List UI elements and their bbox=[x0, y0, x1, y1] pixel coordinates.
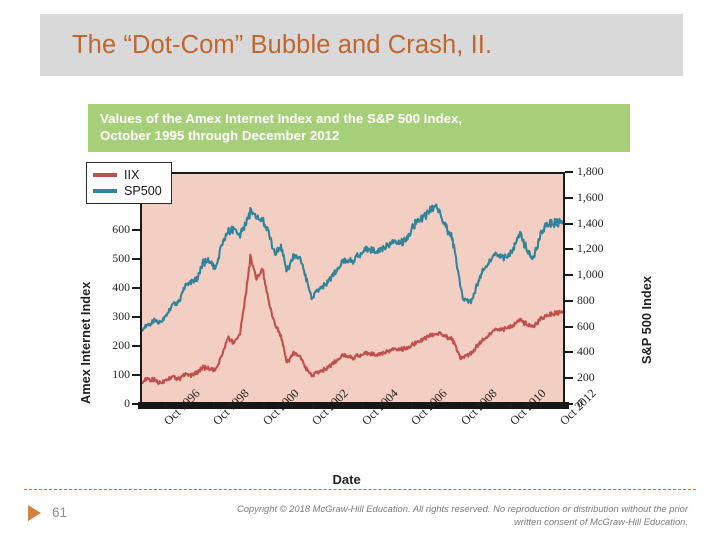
y-tick-label-left: 300 bbox=[112, 309, 130, 323]
page-title: The “Dot-Com” Bubble and Crash, II. bbox=[72, 30, 493, 59]
y-tick-label-right: 1,800 bbox=[577, 164, 604, 178]
y-tick-right bbox=[565, 222, 573, 225]
legend-label-sp500: SP500 bbox=[124, 184, 162, 198]
y-axis-title-right: S&P 500 Index bbox=[639, 276, 654, 364]
y-tick-label-left: 600 bbox=[112, 222, 130, 236]
y-tick-label-right: 0 bbox=[577, 396, 583, 410]
series-line-iix bbox=[142, 253, 563, 385]
y-tick-label-left: 500 bbox=[112, 251, 130, 265]
y-tick-right bbox=[565, 274, 573, 277]
x-axis-bar bbox=[138, 402, 569, 409]
x-tick bbox=[213, 402, 216, 409]
copyright-line1: Copyright © 2018 McGraw-Hill Education. … bbox=[236, 503, 651, 514]
y-tick-label-right: 200 bbox=[577, 370, 595, 385]
y-tick-label-right: 600 bbox=[577, 318, 595, 333]
y-tick-label-left: 200 bbox=[112, 338, 130, 352]
y-tick-left bbox=[132, 287, 140, 289]
y-tick-left bbox=[132, 374, 140, 376]
x-tick bbox=[312, 402, 315, 409]
x-tick bbox=[262, 402, 265, 409]
footer-divider bbox=[24, 489, 696, 490]
plot-area bbox=[140, 172, 565, 404]
x-tick bbox=[559, 402, 562, 409]
y-tick-label-right: 1,200 bbox=[577, 241, 604, 256]
legend-swatch-iix bbox=[93, 173, 117, 177]
y-tick-label-left: 400 bbox=[112, 280, 130, 294]
y-tick-left bbox=[132, 258, 140, 260]
figure-header-band: Values of the Amex Internet Index and th… bbox=[88, 104, 630, 152]
y-tick-left bbox=[132, 345, 140, 347]
play-triangle-icon bbox=[28, 505, 41, 521]
legend-item: SP500 bbox=[93, 183, 162, 199]
y-tick-label-right: 1,400 bbox=[577, 215, 604, 230]
y-tick-right bbox=[565, 325, 573, 328]
x-axis-title: Date bbox=[332, 472, 361, 487]
x-tick bbox=[460, 402, 463, 409]
y-tick-label-right: 800 bbox=[577, 292, 595, 307]
y-tick-right bbox=[565, 351, 573, 354]
legend-label-iix: IIX bbox=[124, 168, 140, 182]
series-line-sp500 bbox=[142, 203, 563, 332]
y-tick-right bbox=[565, 248, 573, 251]
figure-header-text: Values of the Amex Internet Index and th… bbox=[100, 110, 622, 144]
y-tick-right bbox=[565, 171, 573, 173]
figure-card: Values of the Amex Internet Index and th… bbox=[66, 96, 662, 487]
copyright-line2: the prior written consent of McGraw-Hill… bbox=[513, 503, 688, 527]
slide-number: 61 bbox=[52, 505, 68, 520]
y-tick-label-right: 1,000 bbox=[577, 267, 604, 282]
x-tick bbox=[361, 402, 364, 409]
x-tick bbox=[411, 402, 414, 409]
series-lines bbox=[142, 203, 563, 385]
copyright-notice: Copyright © 2018 McGraw-Hill Education. … bbox=[236, 503, 688, 528]
y-tick-left bbox=[132, 316, 140, 318]
y-tick-label-left: 100 bbox=[112, 367, 130, 381]
y-tick-label-right: 1,600 bbox=[577, 189, 604, 204]
legend-swatch-sp500 bbox=[93, 189, 117, 193]
legend-item: IIX bbox=[93, 167, 162, 183]
x-tick bbox=[510, 402, 513, 409]
slide-title-band: The “Dot-Com” Bubble and Crash, II. bbox=[40, 14, 683, 76]
figure-header-line2: October 1995 through December 2012 bbox=[100, 128, 340, 143]
y-tick-right bbox=[565, 403, 573, 405]
y-tick-left bbox=[132, 403, 140, 405]
y-tick-label-right: 400 bbox=[577, 344, 595, 359]
chart-legend: IIX SP500 bbox=[86, 162, 172, 204]
y-tick-left bbox=[132, 229, 140, 231]
chart: Amex Internet Index S&P 500 Index 0 100 20… bbox=[66, 156, 662, 487]
y-tick-label-left: 0 bbox=[124, 396, 130, 410]
y-tick-right bbox=[565, 299, 573, 302]
x-tick bbox=[163, 402, 166, 409]
figure-header-line1: Values of the Amex Internet Index and th… bbox=[100, 111, 463, 126]
y-tick-right bbox=[565, 196, 573, 199]
y-tick-right bbox=[565, 377, 573, 380]
